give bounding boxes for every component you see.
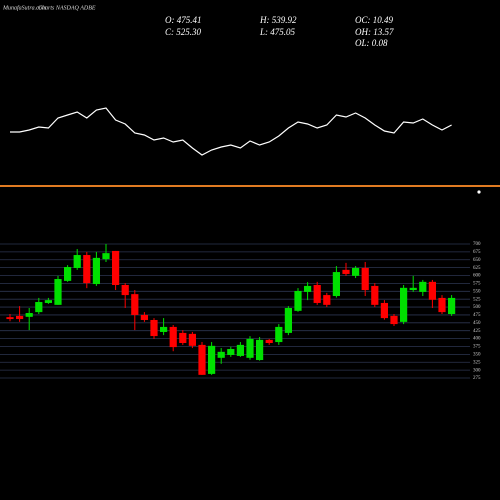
candle-body <box>342 269 350 274</box>
indicator-line <box>10 107 452 156</box>
y-tick-label: 600 <box>473 274 481 279</box>
stat: L: 475.05 <box>259 27 296 37</box>
candle-body <box>160 326 168 332</box>
y-tick-label: 650 <box>473 258 481 263</box>
candle-body <box>25 313 33 317</box>
candle-body <box>131 294 139 315</box>
candle-body <box>256 339 264 361</box>
y-tick-label: 575 <box>473 282 481 287</box>
candle-body <box>294 290 302 311</box>
y-tick-label: 625 <box>473 266 481 271</box>
candle-body <box>246 338 254 358</box>
y-tick-label: 475 <box>473 313 481 318</box>
candle-body <box>380 302 388 319</box>
candle-body <box>121 284 129 296</box>
candle-body <box>428 281 436 300</box>
y-tick-label: 400 <box>473 337 481 342</box>
y-tick-label: 500 <box>473 305 481 310</box>
candle-body <box>92 257 100 285</box>
y-tick-label: 550 <box>473 289 481 294</box>
candle-body <box>371 285 379 305</box>
candle-body <box>44 300 52 303</box>
y-tick-label: 425 <box>473 329 481 334</box>
candle-body <box>35 302 43 313</box>
candle-body <box>227 348 235 355</box>
candle-body <box>284 308 292 333</box>
candle-body <box>236 344 244 356</box>
stat: H: 539.92 <box>259 15 297 25</box>
candle-body <box>390 315 398 325</box>
candle-body <box>265 339 273 344</box>
candle-body <box>169 326 177 348</box>
candle-body <box>112 250 120 285</box>
candle-body <box>313 284 321 303</box>
candle-body <box>140 314 148 320</box>
candle-body <box>73 255 81 268</box>
y-tick-label: 350 <box>473 352 481 357</box>
y-tick-label: 275 <box>473 376 481 381</box>
y-tick-label: 375 <box>473 345 481 350</box>
candle-body <box>409 287 417 291</box>
candle-body <box>16 315 24 320</box>
candle-body <box>179 332 187 344</box>
y-tick-label: 675 <box>473 250 481 255</box>
y-tick-label: 525 <box>473 297 481 302</box>
stat: O: 475.41 <box>165 15 202 25</box>
y-tick-label: 450 <box>473 321 481 326</box>
y-tick-label: 325 <box>473 360 481 365</box>
candle-body <box>188 333 196 346</box>
watermark: MunafaSutra.com <box>2 4 47 11</box>
candle-body <box>54 278 62 305</box>
chart-title: Charts NASDAQ ADBE <box>38 5 96 11</box>
candle-body <box>438 297 446 313</box>
candle-body <box>6 317 14 320</box>
candle-body <box>400 287 408 322</box>
candle-body <box>332 272 340 297</box>
candle-body <box>352 267 360 276</box>
candle-body <box>275 326 283 343</box>
candle-body <box>83 255 91 284</box>
stat: C: 525.30 <box>165 27 202 37</box>
y-tick-label: 300 <box>473 368 481 373</box>
candle-body <box>217 351 225 358</box>
candle-body <box>102 253 110 260</box>
candle-body <box>419 281 427 292</box>
candle-body <box>361 267 369 291</box>
candle-body <box>198 344 206 375</box>
stat: OC: 10.49 <box>355 15 393 25</box>
stat: OL: 0.08 <box>355 38 388 48</box>
candle-body <box>64 267 72 281</box>
candle-body <box>448 297 456 314</box>
candle-body <box>208 345 216 374</box>
candle-body <box>323 295 331 305</box>
y-tick-label: 700 <box>473 242 481 247</box>
candle-body <box>150 319 158 337</box>
marker-dot <box>477 190 481 194</box>
stat: OH: 13.57 <box>355 27 394 37</box>
candle-body <box>304 285 312 292</box>
